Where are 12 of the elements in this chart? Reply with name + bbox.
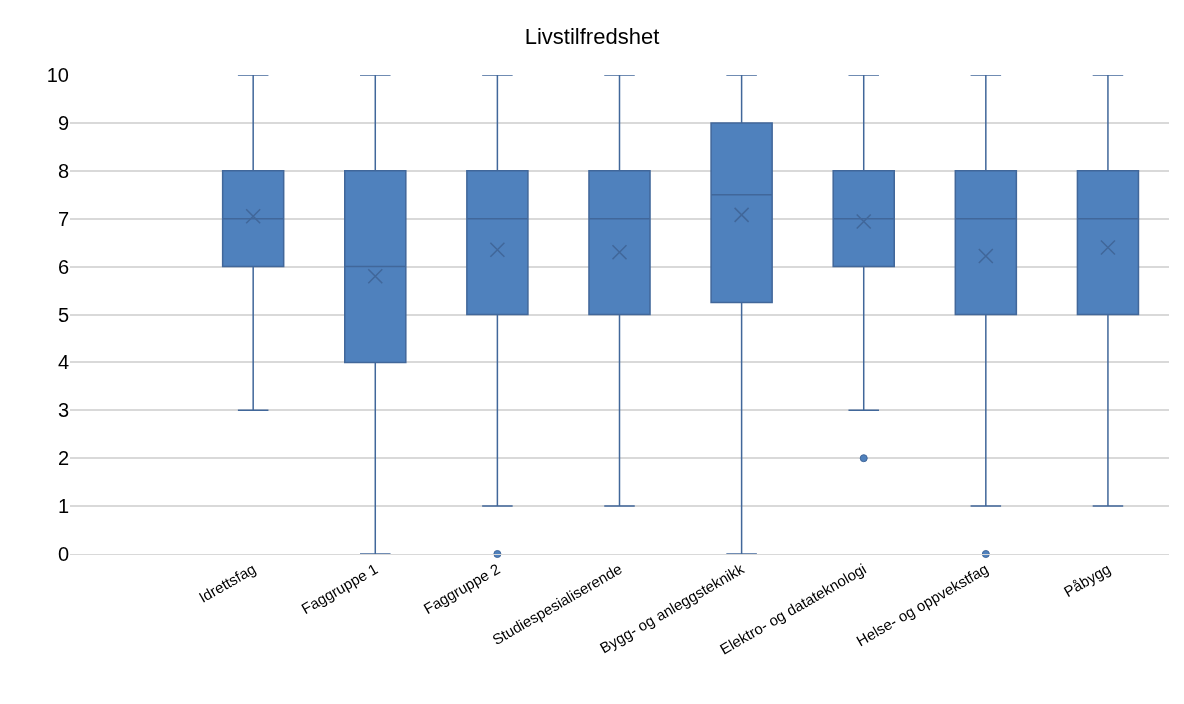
- y-tick-label: 0: [57, 543, 69, 565]
- y-tick-label: 1: [57, 495, 69, 518]
- y-tick-label: 4: [57, 351, 69, 374]
- y-tick-label: 8: [57, 159, 69, 182]
- y-tick-label: 7: [57, 207, 69, 230]
- y-tick-label: 10: [46, 64, 69, 86]
- y-tick-label: 9: [57, 111, 69, 134]
- y-tick-label: 5: [57, 303, 69, 326]
- y-tick-label: 2: [57, 447, 69, 470]
- y-tick-label: 3: [57, 399, 69, 422]
- chart-title: Livstilfredshet: [524, 23, 660, 49]
- y-tick-label: 6: [57, 255, 69, 278]
